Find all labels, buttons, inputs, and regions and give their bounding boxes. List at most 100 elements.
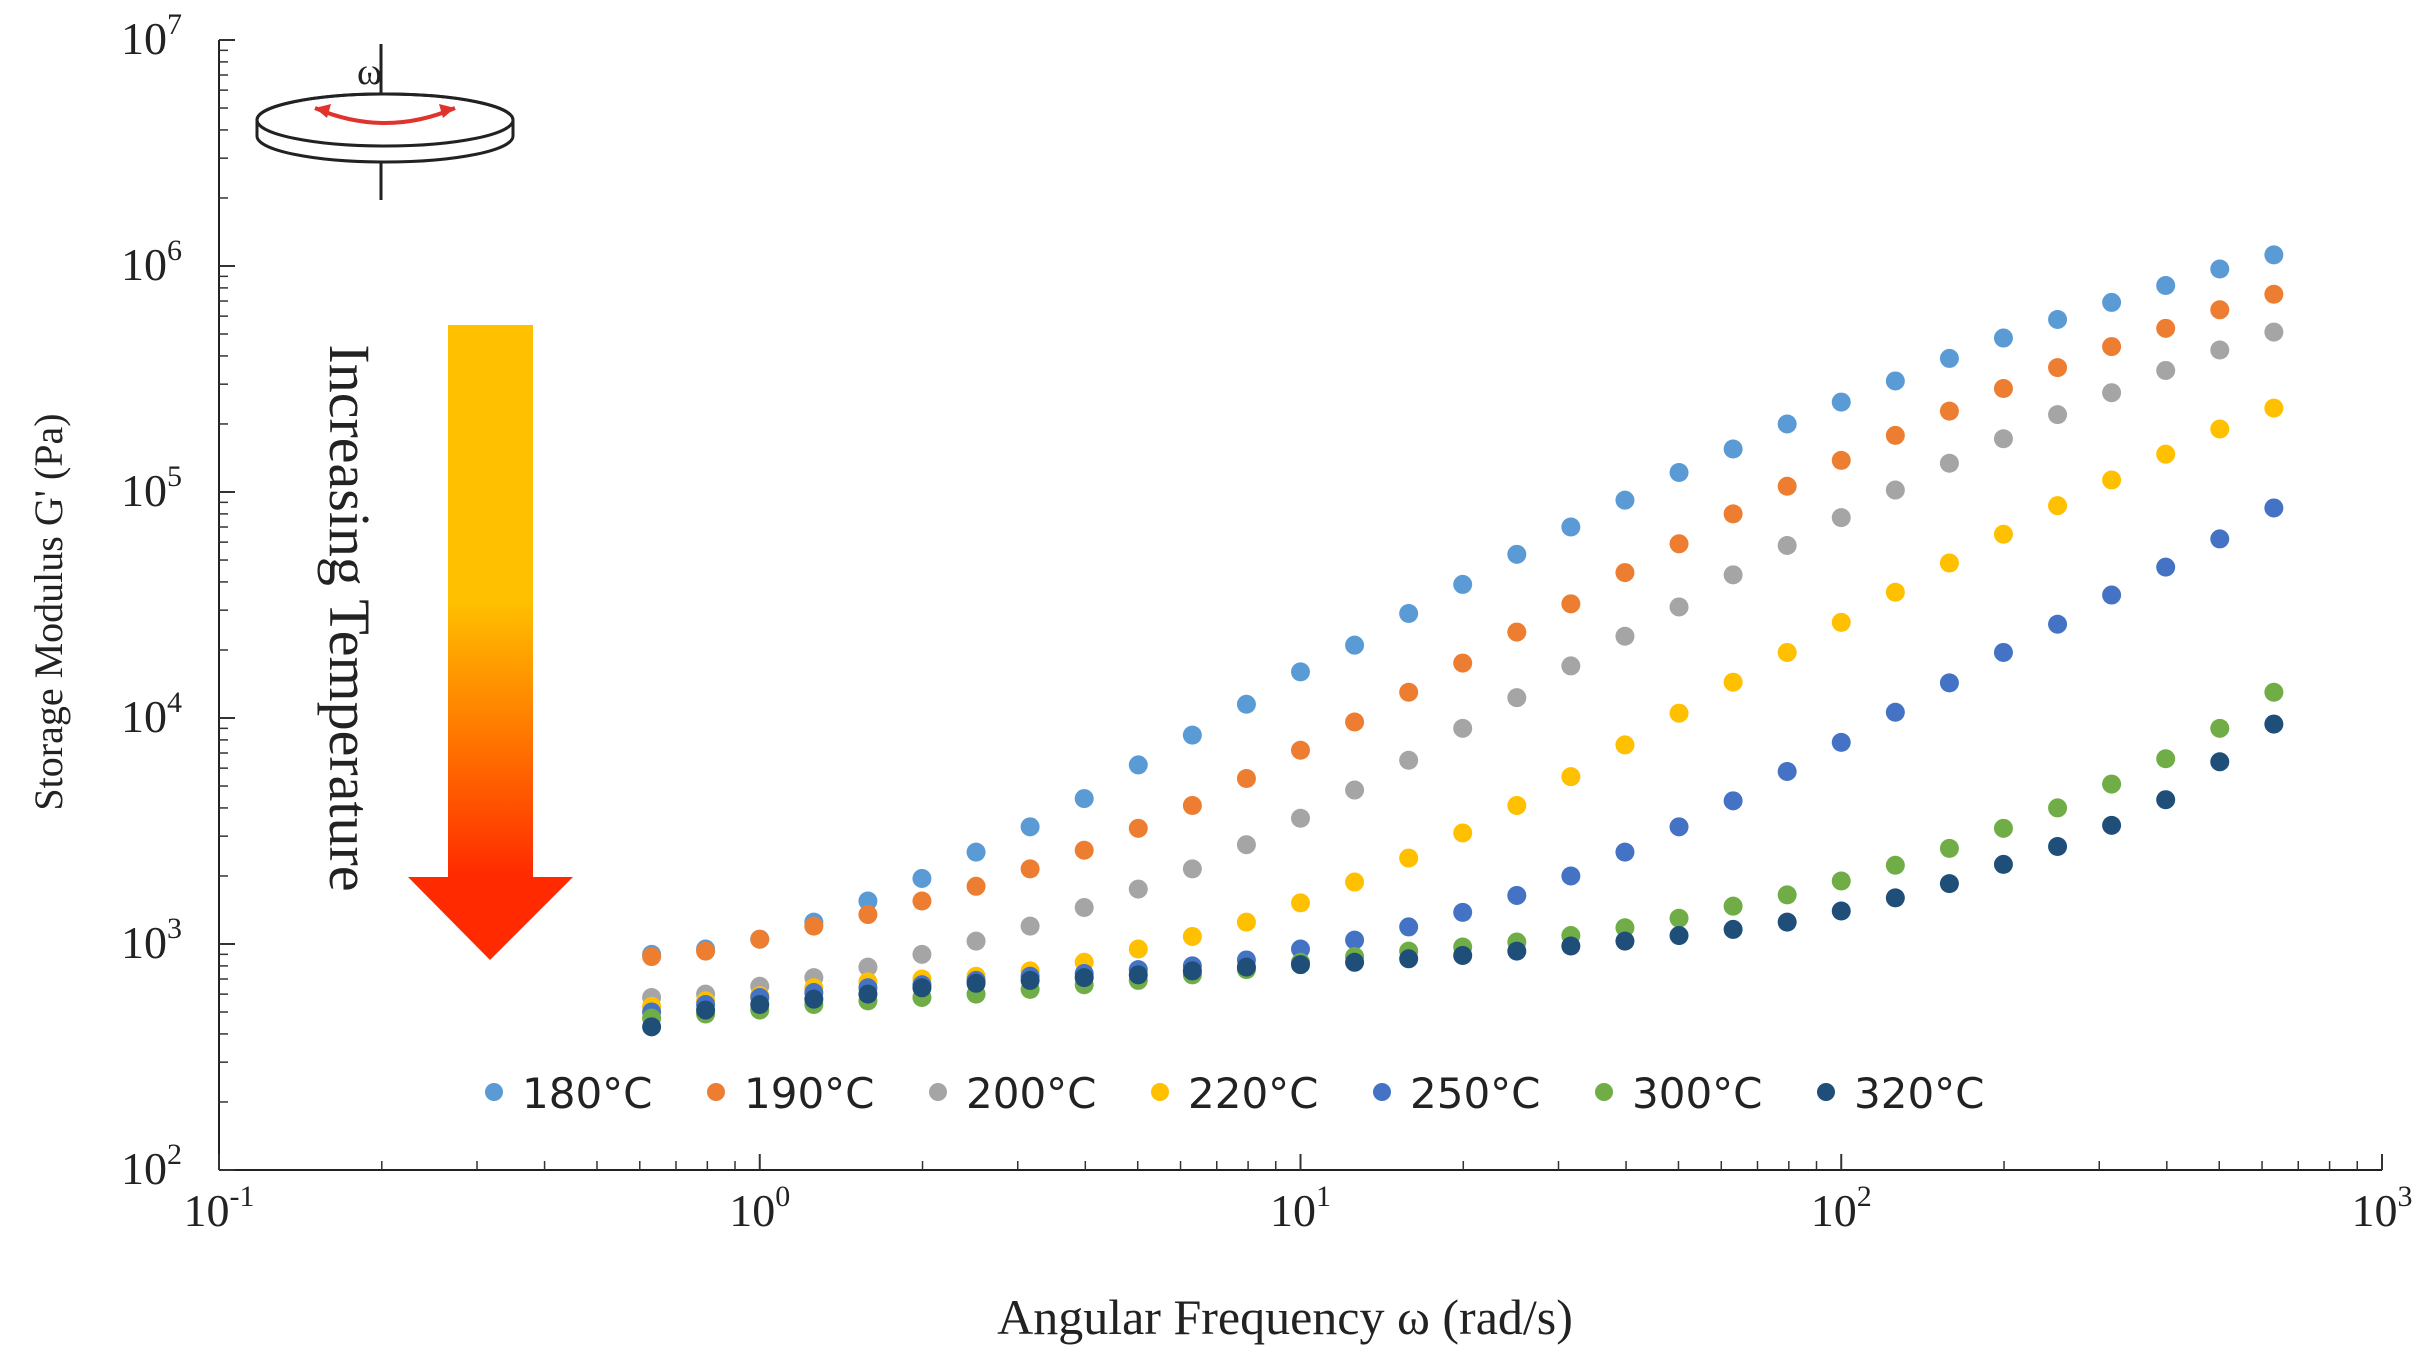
data-point	[1939, 838, 1959, 858]
data-point	[1507, 544, 1527, 564]
data-point	[1399, 682, 1419, 702]
legend-label: 220°C	[1188, 1069, 1319, 1118]
data-point	[1939, 401, 1959, 421]
series-180c	[642, 245, 2284, 964]
data-point	[1723, 439, 1743, 459]
data-point	[2048, 309, 2068, 329]
data-point	[2264, 498, 2284, 518]
data-point	[1615, 735, 1635, 755]
data-point	[1074, 789, 1094, 809]
data-point	[1345, 952, 1365, 972]
x-tick-label: 102	[1811, 1180, 1872, 1236]
data-point	[1291, 939, 1310, 959]
data-point	[2264, 322, 2284, 342]
legend-marker	[929, 1083, 947, 1101]
legend-label: 190°C	[744, 1069, 875, 1118]
y-tick-label: 103	[121, 912, 182, 968]
data-point	[1615, 931, 1635, 951]
legend: 180°C 190°C 200°C 220°C 250°C 300°C 320°C	[485, 1069, 1985, 1118]
data-point	[1236, 768, 1256, 788]
data-point	[966, 842, 986, 862]
data-point	[2264, 245, 2284, 265]
temperature-arrow-head	[408, 877, 573, 960]
data-point	[1507, 796, 1527, 816]
omega-symbol: ω	[357, 51, 382, 93]
data-point	[1993, 429, 2013, 449]
data-point	[1777, 885, 1797, 905]
y-tick-label: 104	[121, 686, 182, 742]
data-point	[1993, 818, 2013, 838]
data-point	[1561, 656, 1581, 676]
data-point	[1615, 918, 1635, 938]
data-point	[2102, 292, 2122, 312]
data-point	[1723, 504, 1743, 524]
data-point	[2102, 337, 2122, 357]
x-tick-label: 10-1	[184, 1180, 255, 1236]
data-point	[2156, 318, 2176, 338]
data-point	[696, 1000, 716, 1020]
data-point	[1561, 866, 1581, 886]
data-point	[1291, 808, 1310, 828]
y-tick-label: 106	[121, 234, 182, 290]
data-point	[1885, 371, 1905, 391]
data-point	[1885, 855, 1905, 875]
data-point	[2264, 398, 2284, 418]
data-point	[1399, 750, 1419, 770]
data-point	[1345, 712, 1365, 732]
data-point	[1291, 740, 1310, 760]
data-point	[1831, 732, 1851, 752]
data-point	[1291, 893, 1310, 913]
data-point	[1453, 945, 1473, 965]
data-point	[1669, 534, 1689, 554]
data-point	[1345, 780, 1365, 800]
data-point	[1561, 936, 1581, 956]
data-point	[858, 905, 878, 925]
legend-marker	[485, 1083, 503, 1101]
data-point	[2048, 358, 2068, 378]
data-point	[750, 929, 770, 949]
data-point	[1777, 761, 1797, 781]
data-point	[1561, 594, 1581, 614]
legend-marker	[707, 1083, 725, 1101]
axes-frame	[218, 40, 2382, 1171]
data-point	[1939, 453, 1959, 473]
data-point	[1507, 941, 1527, 961]
legend-item: 250°C	[1373, 1069, 1541, 1118]
data-point	[1345, 635, 1365, 655]
data-point	[1128, 965, 1148, 985]
data-point	[912, 944, 932, 964]
legend-marker	[1373, 1083, 1391, 1101]
legend-item: 220°C	[1151, 1069, 1319, 1118]
data-point	[858, 957, 878, 977]
data-point	[1831, 508, 1851, 528]
data-point	[1507, 885, 1527, 905]
data-point	[2156, 790, 2176, 810]
data-point	[2048, 405, 2068, 425]
data-point	[1074, 968, 1094, 988]
data-point	[1236, 912, 1256, 932]
data-point	[1831, 612, 1851, 632]
data-points	[642, 245, 2284, 1037]
y-axis-ticks	[219, 39, 235, 1171]
data-point	[1020, 817, 1040, 837]
data-point	[1128, 818, 1148, 838]
data-point	[1291, 662, 1310, 682]
legend-label: 320°C	[1854, 1069, 1985, 1118]
x-axis-tick-labels: 10-1 100 101 102 103	[184, 1180, 2413, 1236]
data-point	[912, 978, 932, 998]
legend-label: 300°C	[1632, 1069, 1763, 1118]
data-point	[966, 876, 986, 896]
data-point	[1885, 480, 1905, 500]
data-point	[1723, 565, 1743, 585]
data-point	[1615, 490, 1635, 510]
y-tick-label: 105	[121, 460, 182, 516]
data-point	[2264, 682, 2284, 702]
data-point	[1561, 767, 1581, 787]
data-point	[1561, 517, 1581, 537]
data-point	[858, 891, 878, 911]
data-point	[2102, 470, 2122, 490]
data-point	[1885, 582, 1905, 602]
legend-item: 200°C	[929, 1069, 1097, 1118]
data-point	[1399, 917, 1419, 937]
